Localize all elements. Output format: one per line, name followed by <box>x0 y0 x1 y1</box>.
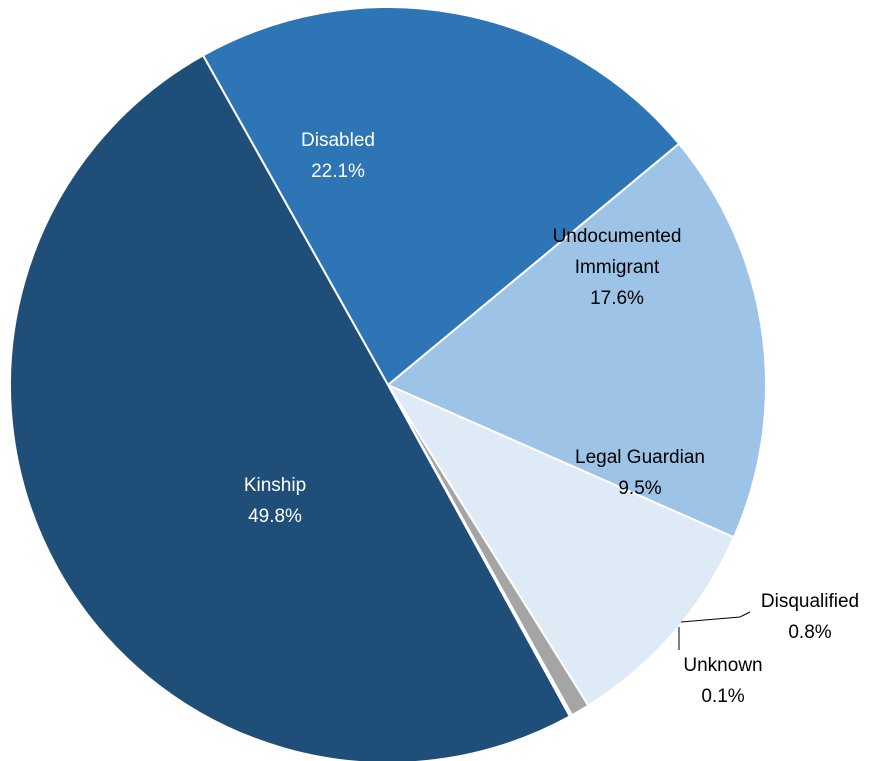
data-label-name-legal-guardian: Legal Guardian <box>575 447 705 468</box>
data-label-name-undocumented-immigrant: Immigrant <box>575 257 660 278</box>
data-label-name-unknown: Unknown <box>683 655 762 676</box>
data-label-value-disqualified: 0.8% <box>788 622 831 643</box>
leader-line-disqualified <box>680 611 751 623</box>
pie-slice-disabled <box>201 6 681 387</box>
data-label-value-unknown: 0.1% <box>701 686 744 707</box>
pie-labels: Disabled 22.1% Undocumented Immigrant 17.6% L… <box>244 130 859 707</box>
data-label-name-undocumented-immigrant: Undocumented <box>553 226 682 247</box>
data-label-value-disabled: 22.1% <box>311 161 365 182</box>
data-label-name-disabled: Disabled <box>301 130 375 151</box>
pie-slice-kinship <box>8 53 572 761</box>
data-label-value-legal-guardian: 9.5% <box>618 478 661 499</box>
data-label-value-kinship: 49.8% <box>248 506 302 527</box>
leader-lines <box>678 611 751 650</box>
pie-slice-undocumented-immigrant <box>386 142 767 539</box>
pie-slices <box>8 6 767 761</box>
pie-slice-legal-guardian <box>385 382 736 707</box>
data-label-value-undocumented-immigrant: 17.6% <box>590 288 644 309</box>
data-label-name-kinship: Kinship <box>244 475 306 496</box>
data-label-name-disqualified: Disqualified <box>761 591 859 612</box>
